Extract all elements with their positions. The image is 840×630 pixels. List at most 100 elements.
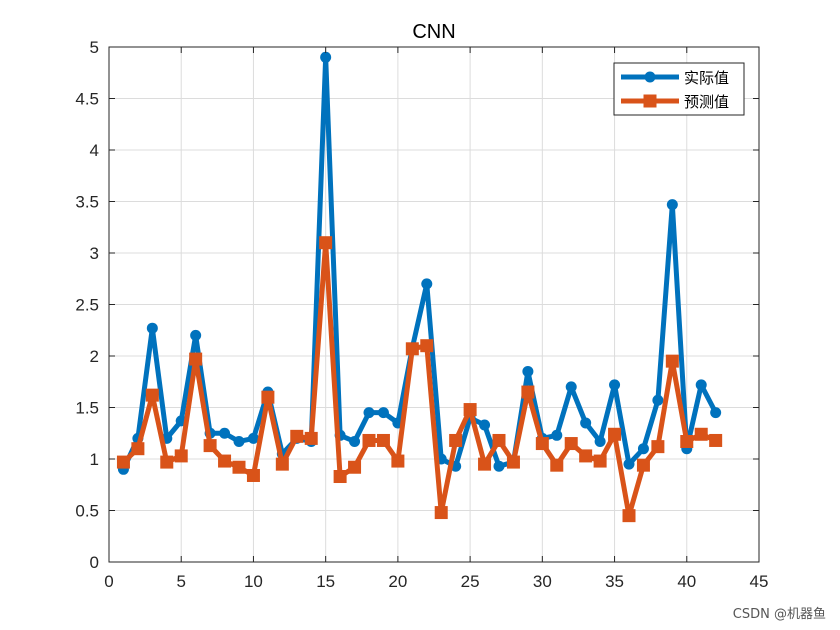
y-tick-label: 1.5 — [75, 399, 99, 418]
data-point — [131, 442, 145, 456]
data-point — [506, 455, 520, 469]
data-point — [680, 434, 694, 448]
data-point — [522, 365, 534, 377]
data-point — [275, 457, 289, 471]
legend: 实际值 预测值 — [613, 62, 745, 116]
data-point — [232, 460, 246, 474]
legend-label-predicted: 预测值 — [684, 93, 729, 111]
data-point — [319, 236, 333, 250]
chart-title: CNN — [412, 21, 455, 43]
data-point — [694, 427, 708, 441]
data-point — [695, 379, 707, 391]
data-point — [535, 437, 549, 451]
data-point — [189, 352, 203, 366]
watermark: CSDN @机器鱼 — [733, 606, 826, 622]
x-tick-label: 40 — [677, 572, 696, 591]
data-point — [565, 381, 577, 393]
data-point — [190, 329, 202, 341]
y-tick-label: 4 — [90, 141, 99, 160]
data-point — [551, 429, 563, 441]
data-point — [233, 435, 245, 447]
data-point — [449, 433, 463, 447]
axis-ticks: 0 5 10 15 20 25 30 35 40 45 0 0.5 1 1.5 2 2.5 3 3.5 4 4.5 5 — [75, 38, 768, 591]
data-point — [493, 460, 505, 472]
data-point — [421, 278, 433, 290]
data-point — [580, 417, 592, 429]
x-tick-label: 5 — [176, 572, 185, 591]
data-point — [637, 443, 649, 455]
grid-lines — [108, 46, 760, 563]
data-point — [550, 458, 564, 472]
data-point — [363, 407, 375, 419]
data-point — [492, 433, 506, 447]
data-point — [146, 322, 158, 334]
y-tick-label: 1 — [90, 450, 99, 469]
data-point — [320, 51, 332, 63]
data-point — [247, 432, 259, 444]
data-point — [608, 427, 622, 441]
x-tick-label: 45 — [750, 572, 769, 591]
y-tick-label: 0.5 — [75, 502, 99, 521]
data-point — [478, 457, 492, 471]
legend-box — [613, 62, 745, 116]
data-point — [564, 437, 578, 451]
data-point — [665, 354, 679, 368]
x-tick-label: 20 — [388, 572, 407, 591]
y-tick-label: 3.5 — [75, 193, 99, 212]
data-point — [666, 199, 678, 211]
data-point — [593, 454, 607, 468]
data-point — [579, 449, 593, 463]
data-point — [219, 427, 231, 439]
y-tick-label: 3 — [90, 244, 99, 263]
data-point — [333, 470, 347, 484]
data-point — [376, 433, 390, 447]
data-point — [636, 458, 650, 472]
series-predicted — [116, 236, 723, 523]
data-point — [420, 339, 434, 353]
data-point — [349, 435, 361, 447]
data-point — [218, 454, 232, 468]
series-layer — [116, 51, 723, 523]
data-point — [377, 407, 389, 419]
data-point — [479, 419, 491, 431]
data-point — [160, 455, 174, 469]
data-point — [594, 435, 606, 447]
y-tick-label: 4.5 — [75, 90, 99, 109]
data-point — [623, 458, 635, 470]
x-tick-label: 15 — [316, 572, 335, 591]
data-point — [405, 342, 419, 356]
y-tick-label: 0 — [90, 553, 99, 572]
data-point — [622, 509, 636, 523]
data-point — [261, 390, 275, 404]
y-tick-label: 2 — [90, 347, 99, 366]
data-point — [246, 468, 260, 482]
data-point — [609, 379, 621, 391]
data-point — [652, 394, 664, 406]
data-point — [434, 506, 448, 520]
y-tick-label: 2.5 — [75, 296, 99, 315]
data-point — [709, 433, 723, 447]
y-tick-label: 5 — [90, 38, 99, 57]
legend-marker-actual — [644, 71, 656, 83]
x-tick-label: 30 — [533, 572, 552, 591]
data-point — [391, 454, 405, 468]
data-point — [203, 439, 217, 453]
x-tick-label: 10 — [244, 572, 263, 591]
data-point — [304, 431, 318, 445]
data-point — [348, 460, 362, 474]
data-point — [521, 385, 535, 399]
data-point — [463, 403, 477, 417]
data-point — [710, 407, 722, 419]
x-tick-label: 0 — [104, 572, 113, 591]
data-point — [362, 433, 376, 447]
data-point — [651, 440, 665, 454]
data-point — [290, 429, 304, 443]
legend-label-actual: 实际值 — [684, 69, 729, 87]
data-point — [174, 449, 188, 463]
x-tick-label: 35 — [605, 572, 624, 591]
data-point — [145, 388, 159, 402]
legend-marker-predicted — [643, 94, 657, 108]
data-point — [116, 455, 130, 469]
x-tick-label: 25 — [461, 572, 480, 591]
